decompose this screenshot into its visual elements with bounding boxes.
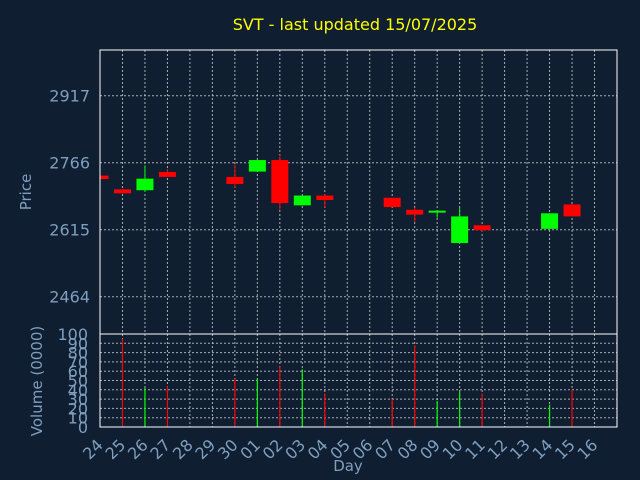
volume-tick-label: 0 [78, 418, 88, 437]
price-panel-frame [99, 49, 618, 335]
candle-body [113, 189, 131, 194]
candle-body [226, 176, 244, 185]
volume-tick-label: 30 [68, 390, 88, 409]
candle-body [293, 195, 311, 206]
volume-tick-label: 100 [57, 325, 88, 344]
day-tick-label: 16 [574, 435, 602, 463]
candle-body [100, 175, 109, 180]
candle-body [563, 204, 581, 217]
price-axis-ticks: 2464 2615 2766 2917 [49, 87, 90, 307]
volume-gridlines [100, 333, 617, 428]
day-axis-title: Day [333, 457, 363, 475]
candle-body [406, 209, 424, 215]
candle-body [248, 160, 266, 172]
price-axis-title: Price [17, 174, 35, 211]
candle-body [541, 213, 559, 229]
volume-bars [121, 338, 573, 427]
day-gridlines [121, 50, 596, 427]
price-tick-label: 2766 [49, 154, 90, 173]
volume-tick-label: 80 [68, 344, 88, 363]
price-tick-label: 2917 [49, 87, 90, 106]
volume-tick-label: 70 [68, 353, 88, 372]
candle-body [158, 172, 176, 177]
candle-body [271, 160, 289, 204]
candle-body [136, 178, 154, 191]
candle-body [316, 195, 334, 200]
price-candles [99, 154, 581, 244]
candle-body [451, 216, 469, 244]
volume-tick-label: 90 [68, 334, 88, 353]
volume-axis-title: Volume (0000) [28, 326, 46, 436]
candle-body [383, 197, 401, 208]
volume-tick-label: 40 [68, 381, 88, 400]
chart-title: SVT - last updated 15/07/2025 [233, 15, 478, 34]
candle-body [428, 210, 446, 213]
price-tick-label: 2615 [49, 221, 90, 240]
volume-tick-label: 60 [68, 362, 88, 381]
volume-tick-label: 20 [68, 399, 88, 418]
volume-panel-frame [99, 333, 618, 428]
volume-tick-label: 50 [68, 372, 88, 391]
price-gridlines [100, 95, 617, 298]
volume-tick-label: 10 [68, 409, 88, 428]
candle-body [473, 225, 491, 231]
price-tick-label: 2464 [49, 288, 90, 307]
